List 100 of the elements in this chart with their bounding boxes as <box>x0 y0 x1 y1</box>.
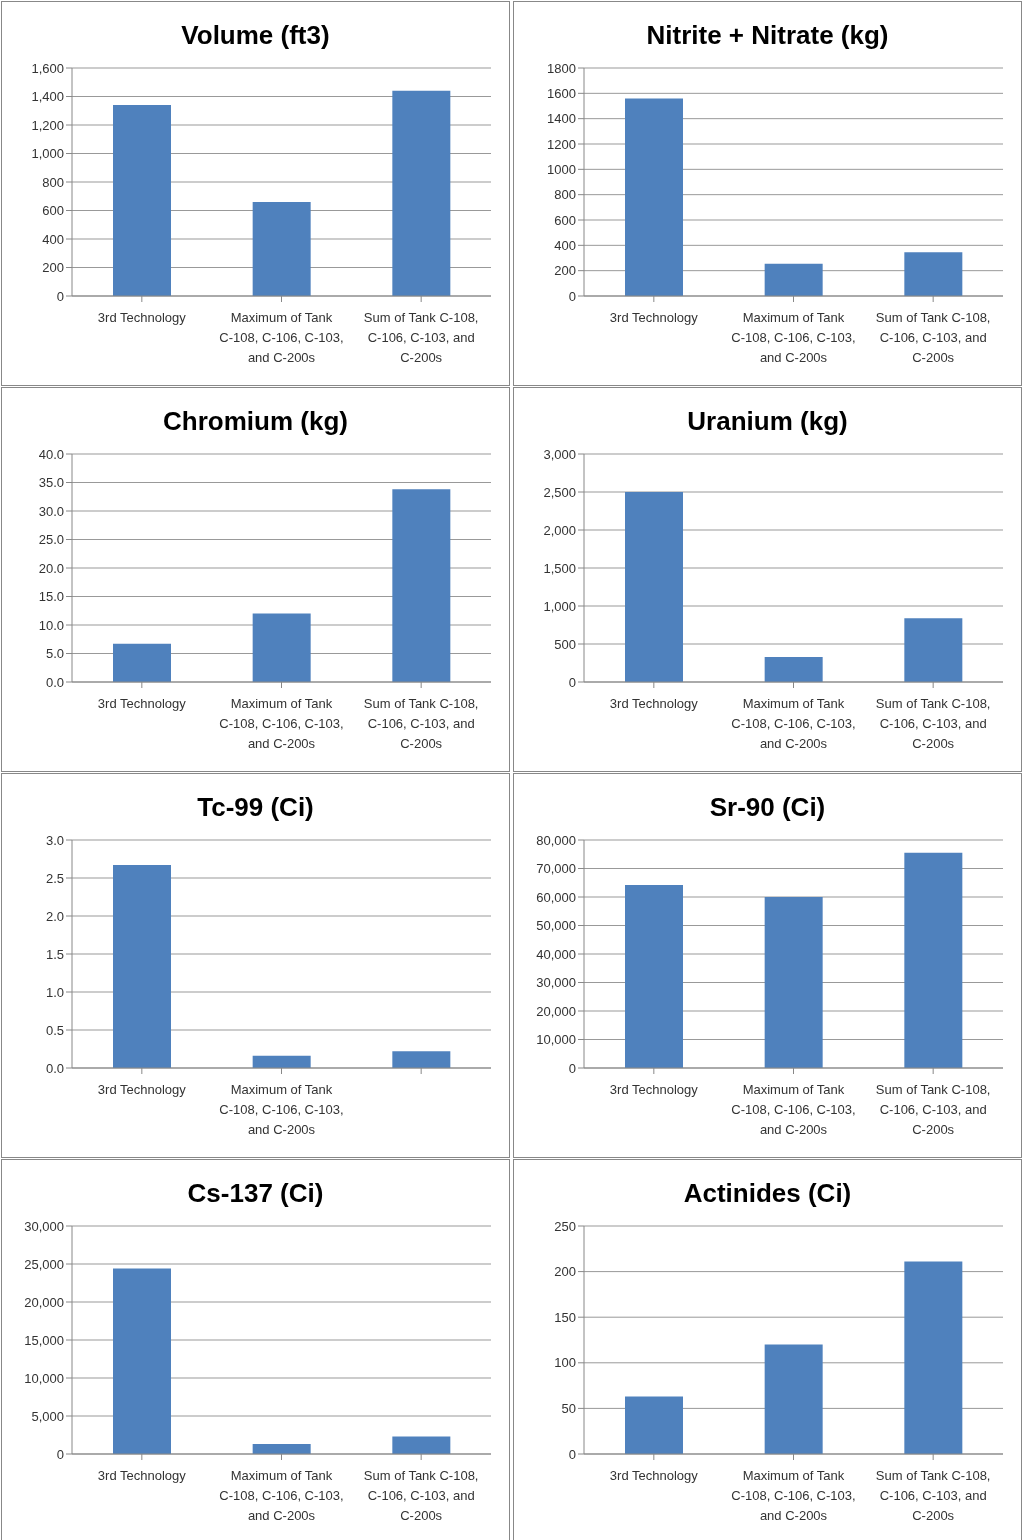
bar <box>113 105 171 296</box>
bar <box>904 252 963 296</box>
y-tick-label: 1400 <box>547 111 576 127</box>
y-tick-label: 15,000 <box>24 1332 64 1348</box>
y-tick-label: 2.5 <box>45 870 64 886</box>
y-tick-label: 400 <box>42 231 64 247</box>
x-tick-label: Maximum of Tank C-108, C-106, C-103, and C-200s <box>219 310 344 365</box>
bar <box>113 643 171 682</box>
y-tick-label: 250 <box>554 1218 576 1234</box>
y-tick-label: 15.0 <box>38 589 64 605</box>
y-tick-label: 50 <box>561 1401 576 1417</box>
y-tick-label: 0 <box>568 1060 576 1076</box>
y-tick-label: 150 <box>554 1309 576 1325</box>
y-tick-label: 50,000 <box>536 918 576 934</box>
x-tick-label: Sum of Tank C-108, C-106, C-103, and C-200s <box>875 696 991 751</box>
bar <box>625 98 683 296</box>
x-tick-label: Sum of Tank C-108, C-106, C-103, and C-200s <box>363 310 479 365</box>
y-tick-label: 10,000 <box>536 1032 576 1048</box>
y-tick-label: 70,000 <box>536 861 576 877</box>
bar <box>625 492 683 682</box>
y-tick-label: 400 <box>554 237 576 253</box>
bar <box>113 1268 171 1454</box>
y-tick-label: 1.5 <box>45 946 64 962</box>
y-tick-label: 25.0 <box>38 532 64 548</box>
y-tick-label: 20,000 <box>536 1003 576 1019</box>
y-tick-label: 800 <box>42 174 64 190</box>
y-tick-label: 2.0 <box>45 908 64 924</box>
chart-title: Cs-137 (Ci) <box>186 1178 325 1210</box>
y-tick-label: 0.5 <box>45 1022 64 1038</box>
y-tick-label: 1600 <box>547 85 576 101</box>
y-tick-label: 1200 <box>547 136 576 152</box>
bar <box>113 865 171 1068</box>
y-tick-label: 1800 <box>547 60 576 76</box>
y-tick-label: 600 <box>554 212 576 228</box>
y-tick-label: 0 <box>568 288 576 304</box>
y-tick-label: 5,000 <box>31 1408 64 1424</box>
y-tick-label: 30.0 <box>38 503 64 519</box>
y-tick-label: 10.0 <box>38 617 64 633</box>
x-tick-label: Maximum of Tank C-108, C-106, C-103, and C-200s <box>219 1082 344 1137</box>
chart-title: Tc-99 (Ci) <box>196 792 315 824</box>
y-tick-label: 2,000 <box>543 522 576 538</box>
y-tick-label: 1,400 <box>31 89 64 105</box>
x-tick-label: Maximum of Tank C-108, C-106, C-103, and C-200s <box>731 1468 856 1523</box>
y-tick-label: 80,000 <box>536 832 576 848</box>
y-tick-label: 3,000 <box>543 446 576 462</box>
x-tick-label: Maximum of Tank C-108, C-106, C-103, and C-200s <box>731 310 856 365</box>
bar <box>764 263 823 296</box>
x-tick-label: Maximum of Tank C-108, C-106, C-103, and C-200s <box>731 1082 856 1137</box>
x-tick-label: Sum of Tank C-108, C-106, C-103, and C-200s <box>363 696 479 751</box>
y-tick-label: 1,000 <box>31 146 64 162</box>
y-tick-label: 3.0 <box>45 832 64 848</box>
bar <box>904 1261 963 1454</box>
y-tick-label: 0.0 <box>45 1060 64 1076</box>
y-tick-label: 40,000 <box>536 946 576 962</box>
y-tick-label: 800 <box>554 187 576 203</box>
x-tick-label: 3rd Technology <box>609 1468 699 1483</box>
y-tick-label: 10,000 <box>24 1370 64 1386</box>
y-tick-label: 2,500 <box>543 484 576 500</box>
x-tick-label: 3rd Technology <box>97 310 187 325</box>
y-tick-label: 25,000 <box>24 1256 64 1272</box>
y-tick-label: 200 <box>554 263 576 279</box>
y-tick-label: 1,000 <box>543 598 576 614</box>
y-tick-label: 60,000 <box>536 889 576 905</box>
y-tick-label: 1,600 <box>31 60 64 76</box>
x-tick-label: 3rd Technology <box>609 310 699 325</box>
x-tick-label: Sum of Tank C-108, C-106, C-103, and C-200s <box>363 1468 479 1523</box>
x-tick-label: 3rd Technology <box>609 696 699 711</box>
x-tick-label: Maximum of Tank C-108, C-106, C-103, and C-200s <box>219 1468 344 1523</box>
chart-title: Uranium (kg) <box>686 406 849 438</box>
bar <box>764 656 823 682</box>
y-tick-label: 500 <box>554 636 576 652</box>
chart-title: Chromium (kg) <box>162 406 349 438</box>
bar <box>252 613 311 682</box>
y-tick-label: 5.0 <box>45 646 64 662</box>
y-tick-label: 600 <box>42 203 64 219</box>
x-tick-label: Maximum of Tank C-108, C-106, C-103, and C-200s <box>219 696 344 751</box>
chart-title: Volume (ft3) <box>180 20 331 52</box>
y-tick-label: 40.0 <box>38 446 64 462</box>
bar <box>904 618 963 682</box>
bar <box>252 1444 311 1454</box>
y-tick-label: 1000 <box>547 161 576 177</box>
bar <box>252 1055 311 1068</box>
y-tick-label: 20,000 <box>24 1294 64 1310</box>
x-tick-label: Sum of Tank C-108, C-106, C-103, and C-200s <box>875 1468 991 1523</box>
y-tick-label: 100 <box>554 1355 576 1371</box>
x-tick-label: Maximum of Tank C-108, C-106, C-103, and C-200s <box>731 696 856 751</box>
y-tick-label: 1,500 <box>543 560 576 576</box>
x-tick-label: Sum of Tank C-108, C-106, C-103, and C-200s <box>875 1082 991 1137</box>
y-tick-label: 20.0 <box>38 560 64 576</box>
bar <box>392 1051 451 1068</box>
bar <box>764 1344 823 1454</box>
y-tick-label: 200 <box>42 260 64 276</box>
chart-title: Nitrite + Nitrate (kg) <box>645 20 890 52</box>
y-tick-label: 0 <box>568 1446 576 1462</box>
y-tick-label: 0 <box>56 1446 64 1462</box>
y-tick-label: 35.0 <box>38 475 64 491</box>
bar <box>392 1436 451 1454</box>
y-tick-label: 0 <box>568 674 576 690</box>
y-tick-label: 30,000 <box>24 1218 64 1234</box>
y-tick-label: 0 <box>56 288 64 304</box>
